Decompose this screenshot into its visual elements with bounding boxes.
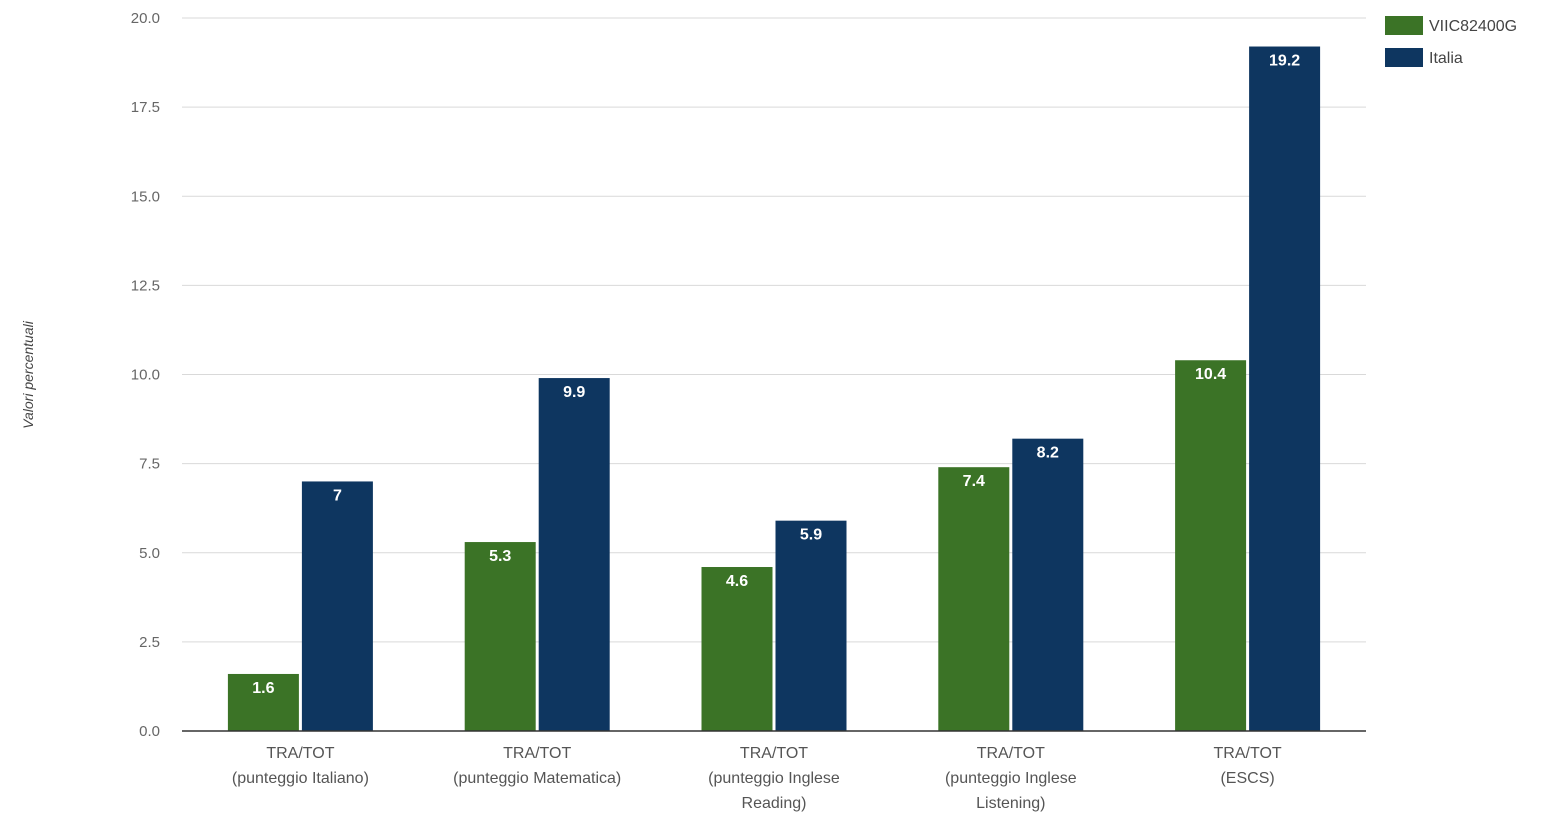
x-category-label-line: TRA/TOT <box>503 745 571 762</box>
y-tick-label: 5.0 <box>139 545 160 562</box>
data-label: 19.2 <box>1269 53 1300 70</box>
x-category-label-line: TRA/TOT <box>740 745 808 762</box>
y-tick-label: 15.0 <box>131 188 160 205</box>
y-tick-label: 20.0 <box>131 10 160 27</box>
x-category-label-line: (punteggio Inglese <box>708 770 840 787</box>
x-category-label-line: (punteggio Matematica) <box>453 770 621 787</box>
bar-viic82400g <box>464 542 536 731</box>
x-category-label-line: (ESCS) <box>1220 770 1274 787</box>
bars <box>227 46 1321 731</box>
y-axis-title: Valori percentuali <box>20 320 36 429</box>
x-category-label-line: (punteggio Italiano) <box>232 770 369 787</box>
y-tick-label: 17.5 <box>131 99 160 116</box>
data-label: 7.4 <box>963 473 985 490</box>
x-category-label: TRA/TOT (punteggio Inglese Reading) <box>708 745 840 812</box>
bar-italia <box>538 378 610 731</box>
data-label: 4.6 <box>726 573 748 590</box>
bar-italia <box>1012 438 1084 731</box>
data-label: 9.9 <box>563 384 585 401</box>
x-category-label-line: (punteggio Inglese <box>945 770 1077 787</box>
data-label: 1.6 <box>252 680 274 697</box>
legend-label: Italia <box>1429 50 1463 67</box>
bar-viic82400g <box>227 673 299 731</box>
y-tick-labels: 0.0 2.5 5.0 7.5 10.0 12.5 15.0 17.5 20.0 <box>131 10 160 740</box>
y-tick-label: 2.5 <box>139 634 160 651</box>
y-tick-label: 0.0 <box>139 723 160 740</box>
x-category-label-line: TRA/TOT <box>266 745 334 762</box>
x-category-label-line: Reading) <box>742 795 807 812</box>
legend-swatch <box>1385 16 1423 35</box>
data-labels: 1.6 7 5.3 9.9 4.6 5.9 7.4 8.2 10.4 19.2 <box>252 53 1300 697</box>
data-label: 5.9 <box>800 527 822 544</box>
y-tick-label: 10.0 <box>131 367 160 384</box>
legend-label: VIIC82400G <box>1429 18 1517 35</box>
data-label: 5.3 <box>489 548 511 565</box>
y-tick-label: 7.5 <box>139 456 160 473</box>
data-label: 8.2 <box>1037 445 1059 462</box>
x-category-label: TRA/TOT (punteggio Matematica) <box>453 745 621 787</box>
x-category-label: TRA/TOT (punteggio Inglese Listening) <box>945 745 1077 812</box>
y-gridlines <box>182 17 1366 643</box>
x-category-label: TRA/TOT (ESCS) <box>1214 745 1282 787</box>
data-label: 7 <box>333 487 342 504</box>
bar-viic82400g <box>1175 360 1247 731</box>
legend: VIIC82400G Italia <box>1385 16 1517 67</box>
legend-swatch <box>1385 48 1423 67</box>
bar-italia <box>1249 46 1321 731</box>
bar-italia <box>775 520 847 731</box>
x-category-label-line: TRA/TOT <box>1214 745 1282 762</box>
x-category-label-line: TRA/TOT <box>977 745 1045 762</box>
x-category-label-line: Listening) <box>976 795 1045 812</box>
bar-viic82400g <box>701 567 773 731</box>
y-tick-label: 12.5 <box>131 277 160 294</box>
bar-italia <box>301 481 373 731</box>
x-category-label: TRA/TOT (punteggio Italiano) <box>232 745 369 787</box>
bar-viic82400g <box>938 467 1010 731</box>
data-label: 10.4 <box>1195 366 1226 383</box>
